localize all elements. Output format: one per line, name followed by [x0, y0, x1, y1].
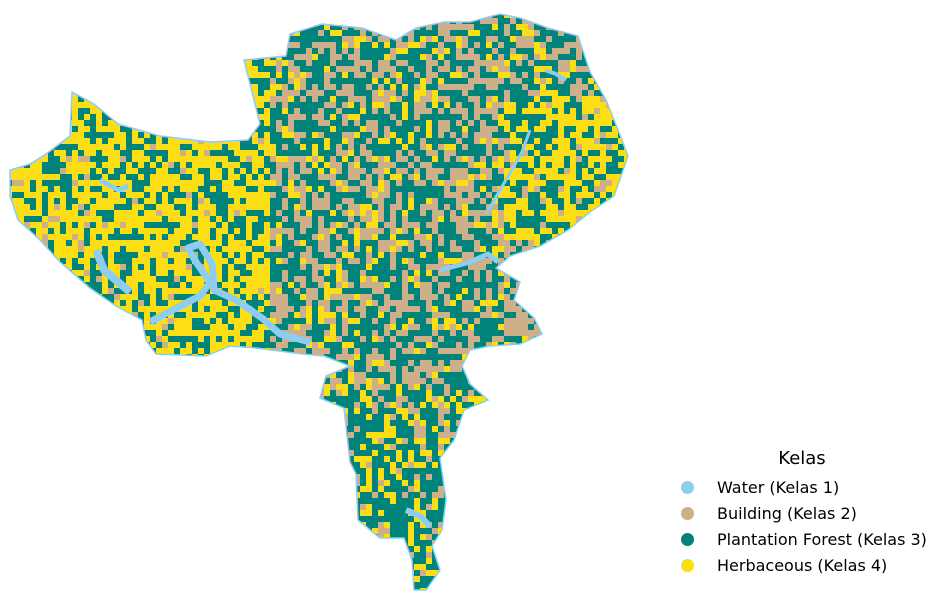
legend-title: Kelas — [778, 448, 826, 469]
legend-item-herbaceous: Herbaceous (Kelas 4) — [676, 552, 946, 578]
legend-item-building: Building (Kelas 2) — [676, 500, 946, 526]
legend-label-herbaceous: Herbaceous (Kelas 4) — [717, 555, 888, 575]
building-swatch — [681, 506, 694, 520]
legend-label-building: Building (Kelas 2) — [717, 503, 857, 523]
legend-label-water: Water (Kelas 1) — [717, 477, 840, 497]
legend-item-plantation-forest: Plantation Forest (Kelas 3) — [676, 526, 946, 552]
legend-label-plantation-forest: Plantation Forest (Kelas 3) — [717, 529, 927, 549]
map-legend: Kelas Water (Kelas 1) Building (Kelas 2)… — [676, 448, 946, 578]
plantation-forest-swatch — [681, 532, 694, 546]
water-swatch — [681, 480, 694, 494]
legend-item-water: Water (Kelas 1) — [676, 474, 946, 500]
herbaceous-swatch — [681, 558, 694, 572]
